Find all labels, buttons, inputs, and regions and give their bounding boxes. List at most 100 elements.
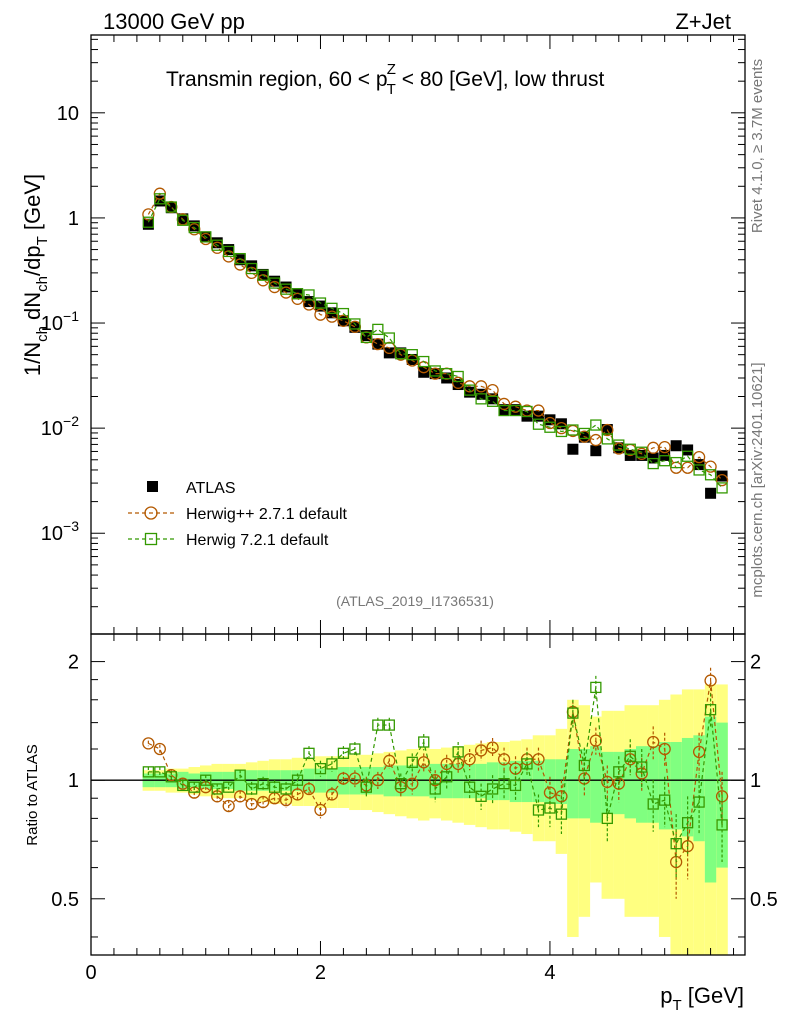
herwig7-main-point	[509, 404, 522, 417]
herwigpp-main-point	[589, 433, 602, 447]
herwig7-main-point	[223, 245, 235, 258]
herwigpp-ratio-point	[291, 788, 304, 801]
herwigpp-main-point	[497, 397, 511, 411]
main-y-tick-base: 1	[68, 208, 79, 230]
stat-uncertainty-band	[624, 748, 636, 819]
herwig7-main-point	[211, 239, 223, 251]
herwigpp-ratio-line	[148, 680, 723, 864]
ratio-y-tick-label-left: 2	[68, 652, 79, 674]
main-plot-area	[91, 35, 745, 634]
herwig7-ratio-point	[681, 817, 694, 829]
herwig7-main-point	[647, 457, 659, 470]
stat-uncertainty-band	[693, 735, 705, 842]
mcplots-label: mcplots.cern.ch [arXiv:2401.10621]	[749, 362, 766, 597]
herwigpp-ratio-point	[601, 775, 614, 789]
main-plot-background	[91, 35, 745, 634]
herwig7-main-point	[360, 331, 373, 344]
herwig7-ratio-point	[360, 781, 373, 793]
legend: ATLAS Herwig++ 2.7.1 default Herwig 7.2.…	[128, 480, 348, 549]
herwig7-main-point	[441, 367, 453, 380]
herwigpp-ratio-point	[589, 734, 602, 747]
legend-label-herwigpp: Herwig++ 2.7.1 default	[186, 506, 348, 523]
ratio-series-group	[142, 667, 729, 899]
stat-uncertainty-band	[567, 748, 579, 819]
x-tick-label: 0	[85, 962, 96, 984]
ylabel-sub-1: ch	[34, 326, 51, 342]
herwig7-ratio-point	[142, 766, 155, 778]
plot-title-part-a: Transmin region, 60 < p	[166, 68, 388, 91]
x-tick-label: 4	[544, 962, 555, 984]
herwig7-ratio-point	[337, 747, 350, 759]
herwig7-main-point	[154, 193, 166, 205]
herwigpp-ratio-point	[245, 797, 258, 811]
herwig7-main-point	[486, 395, 499, 407]
herwig7-main-point	[314, 297, 327, 309]
herwig7-main-point	[395, 348, 407, 360]
herwig7-main-point	[291, 288, 304, 300]
atlas-data-point	[142, 218, 154, 230]
atlas-data-point	[349, 321, 361, 333]
herwig7-main-point	[326, 302, 338, 314]
atlas-data-point	[636, 449, 648, 461]
ylabel-part-d: [GeV]	[20, 174, 45, 236]
atlas-data-point	[372, 338, 384, 350]
atlas-data-point	[429, 368, 441, 380]
herwigpp-main-point	[715, 473, 729, 487]
atlas-data-point	[555, 418, 567, 430]
main-y-tick-label: 10−2	[41, 413, 79, 440]
atlas-data-point	[337, 315, 349, 327]
legend-marker-atlas	[147, 481, 158, 492]
herwigpp-ratio-point	[302, 782, 316, 796]
herwig7-main-point	[383, 332, 395, 344]
herwigpp-ratio-point	[647, 735, 660, 749]
atlas-data-point	[360, 330, 372, 342]
stat-uncertainty-band	[647, 746, 659, 823]
ylabel-part-c: /dp	[20, 245, 45, 276]
herwig7-main-point	[372, 323, 384, 336]
legend-label-atlas: ATLAS	[186, 480, 236, 497]
x-tick-label: 2	[315, 962, 326, 984]
herwig7-main-point	[624, 443, 636, 455]
main-y-tick-exponent: −1	[63, 308, 79, 324]
herwig7-ratio-point	[509, 779, 522, 792]
herwig7-ratio-point	[223, 781, 235, 793]
atlas-data-point	[487, 393, 499, 405]
herwig7-ratio-point	[234, 769, 246, 781]
herwig7-main-point	[463, 384, 476, 396]
herwig7-main-point	[234, 252, 246, 265]
herwig7-ratio-point	[624, 750, 636, 762]
herwig7-main-point	[544, 421, 556, 433]
ratio-y-tick-label-right: 1	[750, 770, 761, 792]
herwig7-main-point	[280, 283, 292, 295]
atlas-data-point	[544, 414, 556, 426]
herwigpp-ratio-point	[463, 753, 476, 766]
plot-title-part-b: < 80 [GeV], low thrust	[396, 68, 605, 91]
ylabel-part-b: dN	[20, 292, 45, 326]
stat-uncertainty-band	[475, 763, 487, 799]
herwigpp-ratio-point	[486, 741, 499, 754]
stat-uncertainty-band	[681, 737, 694, 837]
herwig7-main-point	[521, 405, 533, 418]
herwig7-ratio-point	[429, 783, 441, 795]
atlas-data-point	[510, 404, 522, 416]
herwig7-ratio-point	[567, 707, 579, 719]
herwigpp-ratio-point	[704, 674, 717, 687]
herwig7-main-point	[475, 393, 487, 405]
herwig7-main-point	[452, 370, 464, 383]
axis-ticks	[90, 35, 745, 955]
main-y-tick-exponent: −2	[63, 413, 79, 429]
herwig7-main-point	[177, 214, 189, 226]
herwig7-ratio-point	[601, 812, 613, 825]
herwigpp-ratio-point	[371, 774, 384, 787]
atlas-data-point	[246, 260, 258, 272]
herwig7-main-point	[555, 425, 568, 438]
analysis-id-label: (ATLAS_2019_I1736531)	[336, 593, 494, 609]
herwigpp-ratio-point	[383, 754, 396, 767]
ratio-y-tick-label-right: 2	[750, 652, 761, 674]
herwigpp-main-point	[337, 314, 350, 327]
xlabel-subscript: T	[672, 997, 681, 1014]
herwigpp-ratio-point	[142, 737, 155, 750]
herwig7-main-point	[349, 318, 361, 330]
herwigpp-ratio-point	[234, 790, 247, 803]
